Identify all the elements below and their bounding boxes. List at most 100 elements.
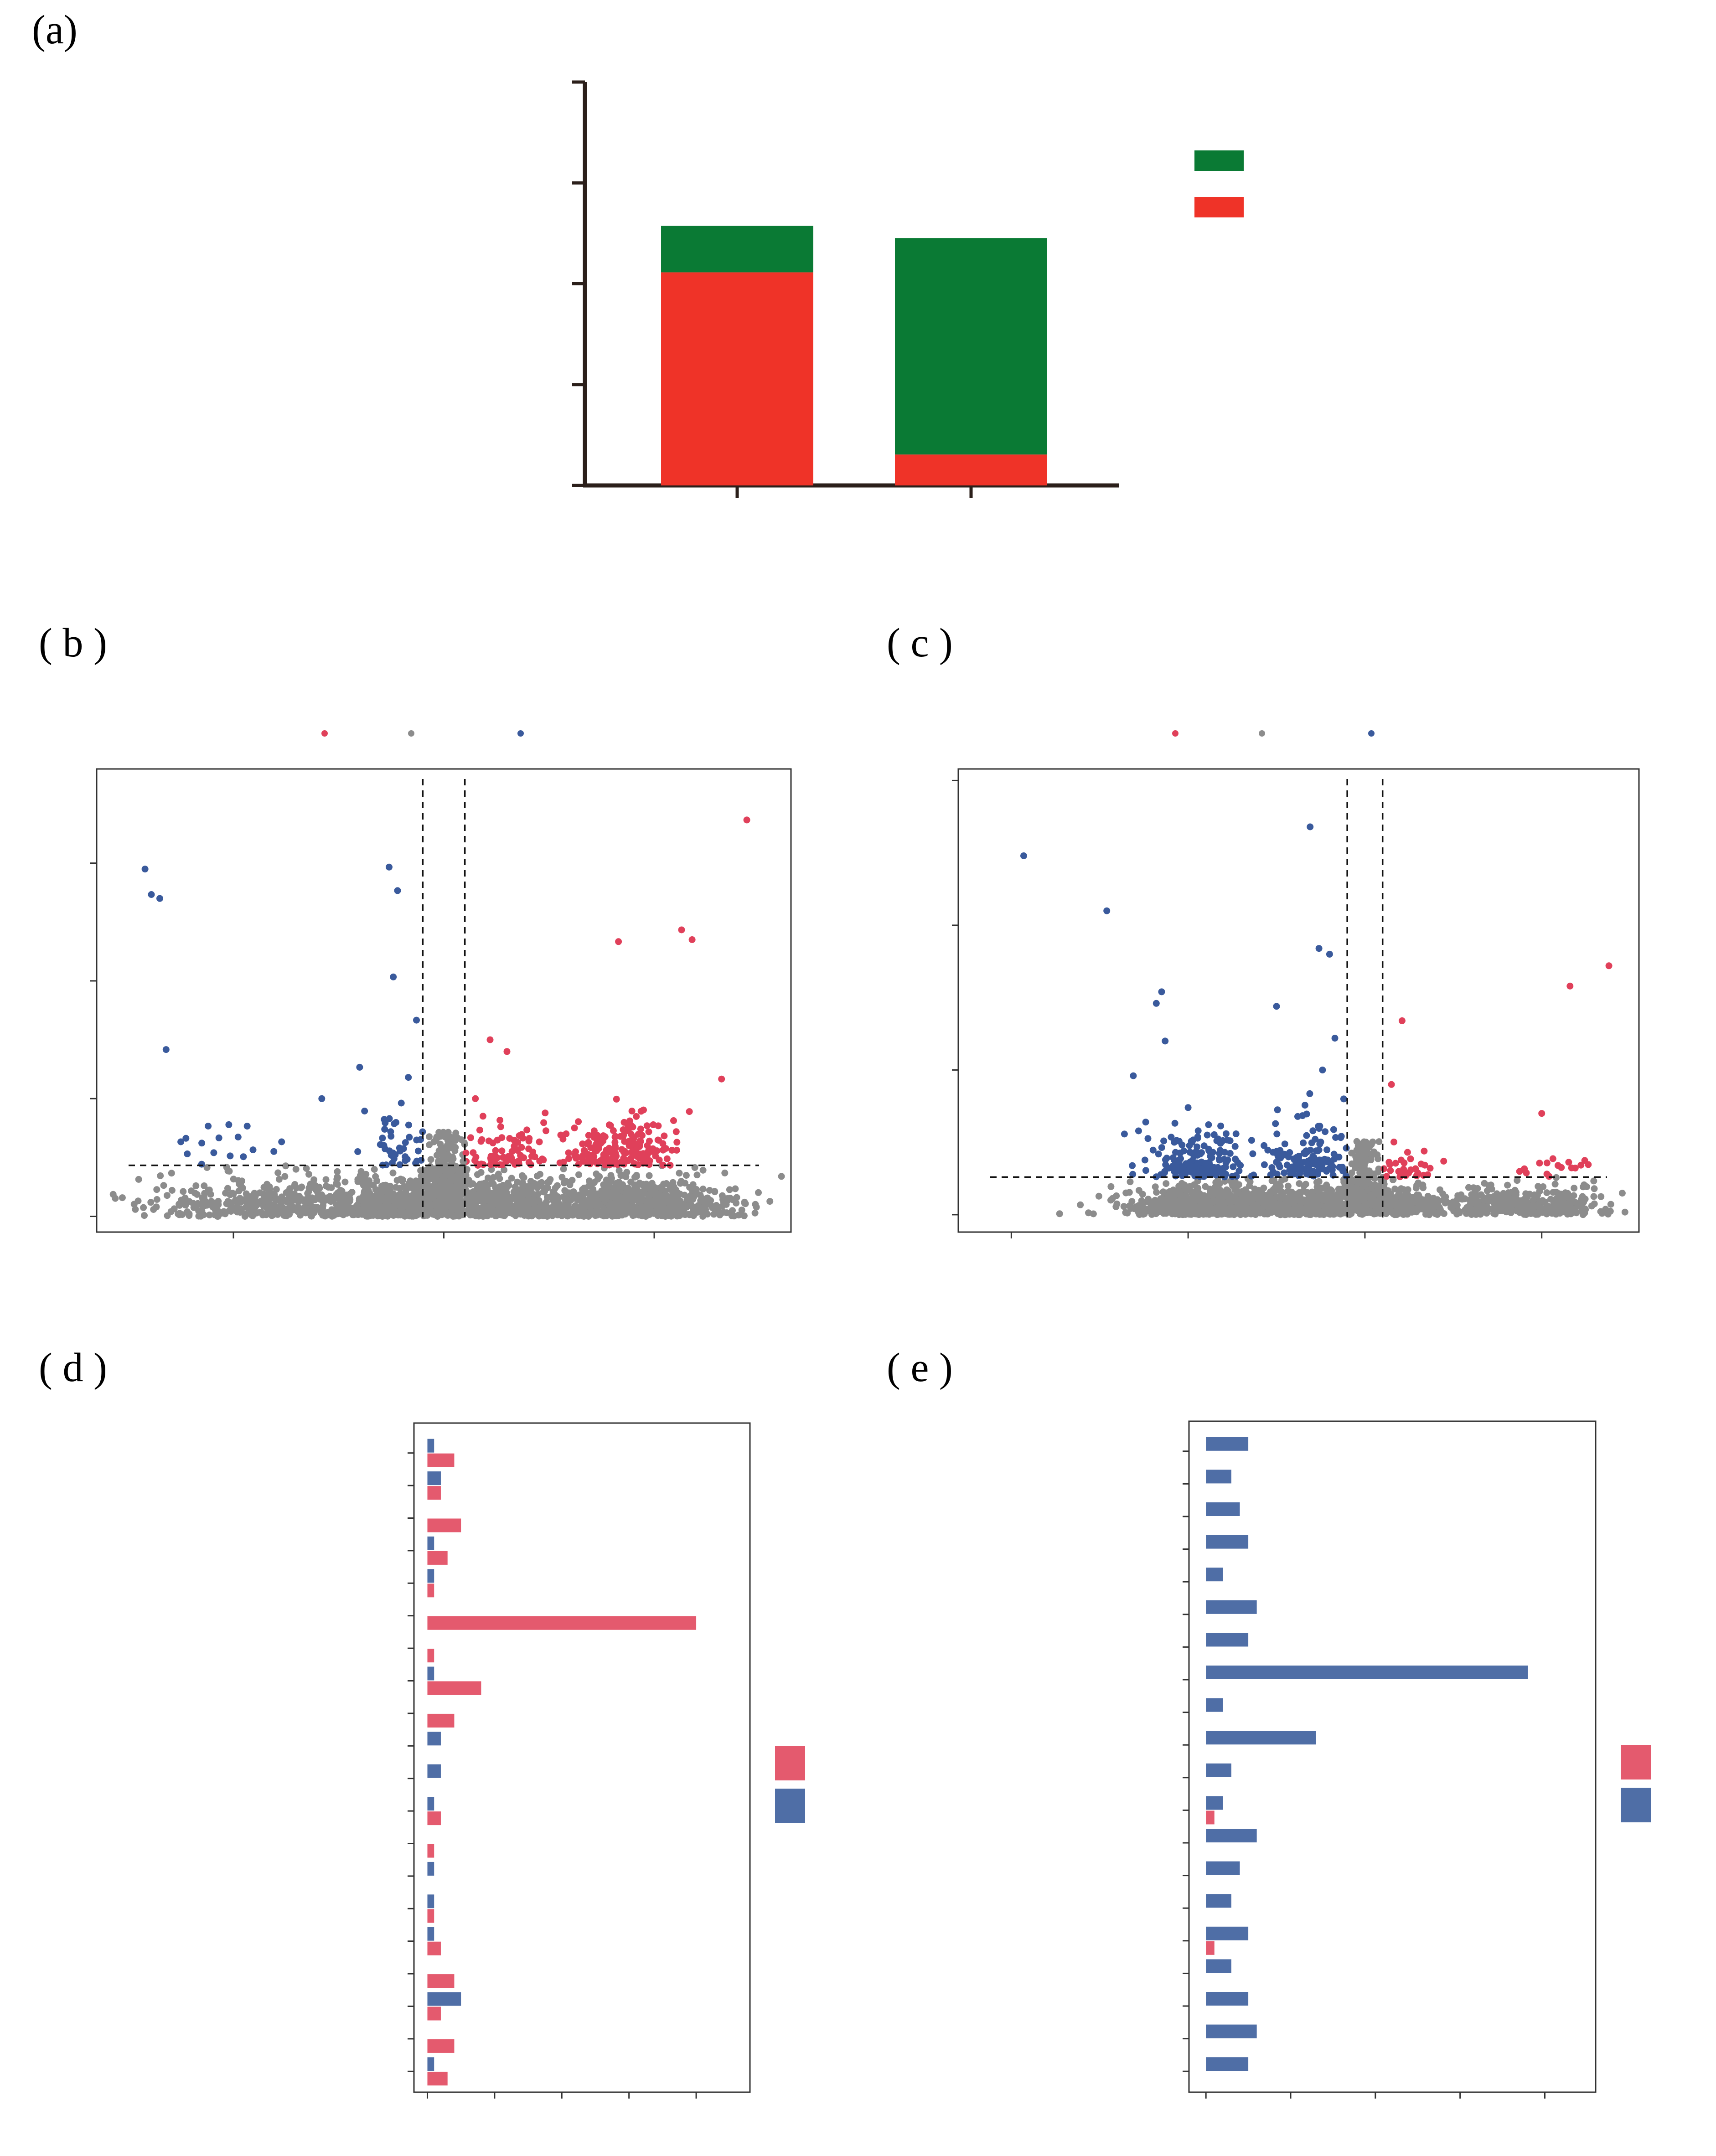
data-point-no	[670, 1183, 677, 1191]
data-point-no	[216, 1209, 223, 1216]
data-point-down	[388, 1152, 395, 1159]
data-point-no	[669, 1196, 676, 1203]
data-point-no	[1470, 1184, 1477, 1191]
data-point-no	[536, 1209, 543, 1216]
panel-label-d: ( d )	[39, 1345, 107, 1390]
data-point-no	[153, 1186, 160, 1193]
data-point-no	[447, 1144, 455, 1151]
data-point-no	[729, 1207, 736, 1214]
data-point-no	[699, 1186, 707, 1192]
data-point-down	[1217, 1147, 1224, 1154]
panel-b-volcano-plot	[90, 730, 792, 1238]
data-point-down	[1230, 1163, 1237, 1171]
data-point-no	[469, 1211, 476, 1218]
data-point-down	[405, 1121, 412, 1129]
data-point-down	[1169, 1154, 1177, 1161]
data-point-no	[546, 1205, 553, 1212]
data-point-no	[360, 1182, 367, 1189]
data-point-no	[693, 1186, 700, 1193]
data-point-no	[1315, 1178, 1323, 1185]
data-point-no	[1501, 1195, 1509, 1202]
data-point-no	[1562, 1191, 1570, 1198]
data-point-no	[1491, 1210, 1499, 1217]
data-point-no	[598, 1210, 605, 1217]
data-point-no	[243, 1199, 250, 1207]
data-point-no	[303, 1196, 310, 1203]
data-point-no	[293, 1184, 300, 1191]
data-point-no	[512, 1189, 520, 1197]
data-point-down	[184, 1150, 191, 1157]
data-point-no	[237, 1182, 244, 1189]
data-point-no	[513, 1203, 521, 1211]
data-point-no	[655, 1194, 662, 1202]
data-point-up	[625, 1139, 632, 1146]
data-point-no	[1343, 1145, 1350, 1152]
data-point-no	[1251, 1202, 1258, 1209]
data-point-no	[564, 1212, 571, 1220]
data-point-no	[301, 1204, 308, 1211]
data-point-down	[1168, 1134, 1175, 1141]
data-point-no	[250, 1197, 257, 1204]
data-point-down	[215, 1134, 222, 1141]
data-point-no	[1256, 1192, 1264, 1200]
data-point-up	[525, 1137, 532, 1145]
data-point-down	[356, 1063, 363, 1071]
data-point-down	[198, 1161, 205, 1168]
data-point-no	[766, 1198, 774, 1205]
data-point-no	[677, 1180, 684, 1187]
data-point-up	[503, 1048, 511, 1055]
data-point-down	[1144, 1135, 1152, 1142]
data-point-down	[1194, 1133, 1201, 1140]
data-point-no	[1181, 1181, 1188, 1189]
data-point-no	[180, 1188, 187, 1195]
data-point-no	[1260, 1184, 1267, 1191]
data-point-no	[426, 1175, 433, 1182]
data-point-no	[168, 1170, 175, 1177]
data-point-no	[540, 1188, 547, 1196]
data-point-no	[518, 1195, 526, 1202]
data-point-no	[676, 1170, 683, 1177]
data-point-no	[623, 1185, 630, 1192]
data-point-down	[413, 1016, 420, 1024]
data-point-no	[1202, 1183, 1209, 1190]
data-point-down	[162, 1046, 170, 1053]
data-point-up	[479, 1113, 486, 1120]
data-point-no	[476, 1209, 483, 1216]
data-point-no	[274, 1169, 282, 1176]
data-point-no	[283, 1209, 290, 1216]
data-point-up	[673, 1139, 681, 1146]
data-point-down	[225, 1121, 233, 1128]
data-point-no	[1522, 1190, 1530, 1197]
data-point-no	[372, 1173, 379, 1180]
data-point-no	[269, 1191, 277, 1198]
data-point-no	[1056, 1210, 1063, 1217]
data-point-up	[506, 1135, 513, 1142]
data-point-no	[201, 1182, 208, 1189]
data-point-no	[1404, 1186, 1411, 1193]
data-point-down	[1200, 1142, 1208, 1150]
data-point-up	[515, 1157, 522, 1165]
data-point-down	[243, 1123, 251, 1130]
data-point-down	[387, 1128, 394, 1135]
data-point-no	[1077, 1201, 1084, 1208]
data-point-no	[609, 1202, 616, 1209]
data-point-no	[631, 1174, 638, 1181]
data-point-down	[1179, 1163, 1187, 1171]
data-point-no	[282, 1162, 289, 1170]
data-point-down	[415, 1147, 422, 1155]
data-point-no	[1294, 1205, 1301, 1212]
data-point-no	[628, 1202, 636, 1209]
data-point-no	[1504, 1181, 1511, 1189]
data-point-no	[493, 1191, 500, 1198]
data-point-no	[403, 1202, 411, 1209]
data-point-no	[563, 1203, 570, 1211]
data-point-up	[543, 1127, 549, 1135]
data-point-no	[646, 1205, 653, 1212]
data-point-down	[1205, 1121, 1212, 1128]
data-point-no	[1313, 1193, 1320, 1201]
data-point-down	[377, 1141, 384, 1148]
data-point-down	[156, 895, 163, 902]
data-point-down	[397, 1147, 404, 1155]
data-point-no	[164, 1212, 171, 1219]
